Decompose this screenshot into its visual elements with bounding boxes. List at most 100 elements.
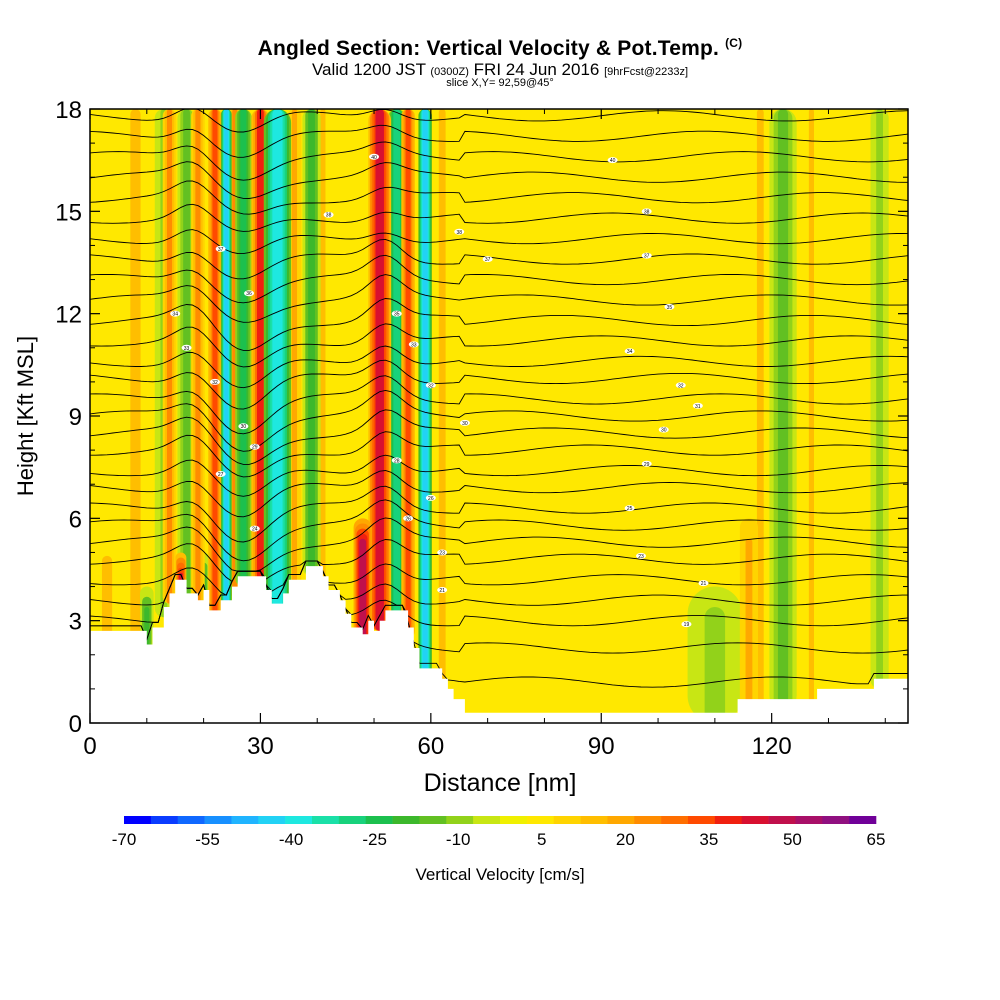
theta-contour: [90, 274, 908, 323]
contour-label: 29: [252, 445, 258, 451]
contour-label-bg: [403, 515, 414, 522]
colorbar: -70 -55 -40 -25 -10 5 20 35 50 65: [112, 816, 885, 849]
contour-label: 34: [627, 349, 633, 355]
colorbar-swatch: [768, 816, 796, 824]
colorbar-swatch: [338, 816, 367, 824]
contour-label: 23: [638, 554, 644, 560]
contour-label-bg: [641, 208, 652, 215]
theta-contour: [90, 229, 908, 255]
colorbar-swatch: [849, 816, 877, 824]
velocity-band: [359, 538, 367, 645]
contour-label-bg: [391, 310, 402, 317]
colorbar-swatch: [795, 816, 823, 824]
velocity-band: [101, 555, 113, 642]
velocity-band: [777, 109, 789, 710]
contour-label: 30: [661, 428, 667, 434]
chart-title: Angled Section: Vertical Velocity & Pot.…: [0, 36, 1000, 61]
theta-contour: [90, 298, 908, 351]
terrain: [90, 566, 908, 723]
colorbar-tick-label: 50: [783, 830, 802, 849]
velocity-band: [183, 109, 190, 604]
contour-label-bg: [607, 157, 618, 164]
y-tick-label: 15: [55, 199, 82, 226]
velocity-band: [224, 109, 229, 611]
x-tick-label: 30: [247, 733, 274, 760]
contour-label-bg: [681, 621, 692, 628]
colorbar-swatch: [741, 816, 769, 824]
contour-label-bg: [249, 525, 260, 532]
contour-label-bg: [624, 348, 635, 355]
velocity-band: [405, 109, 411, 638]
colorbar-swatch: [177, 816, 205, 824]
contour-label: 21: [439, 588, 445, 594]
velocity-band: [308, 109, 315, 577]
contour-label: 38: [326, 213, 332, 219]
contour-label: 33: [184, 346, 190, 352]
colorbar-tick-label: -70: [112, 830, 137, 849]
theta-contour: [90, 254, 908, 304]
contour-label: 37: [485, 257, 491, 263]
contour-label: 36: [246, 291, 252, 297]
theta-contour: [90, 180, 908, 215]
colorbar-tick-label: -55: [195, 830, 220, 849]
x-tick-label: 120: [752, 733, 792, 760]
theta-contour: [90, 499, 908, 562]
velocity-band: [393, 109, 401, 621]
colorbar-swatch: [553, 816, 581, 824]
pot-temp-contours: [90, 109, 908, 688]
velocity-band: [438, 109, 446, 689]
chart-title-suffix: (C): [725, 36, 743, 50]
contour-label-bg: [641, 460, 652, 467]
contour-label-bg: [391, 457, 402, 464]
contour-label-bg: [209, 378, 220, 385]
contour-label: 38: [456, 230, 462, 236]
contour-label-bg: [482, 256, 493, 263]
theta-contour: [90, 517, 908, 572]
y-tick-label: 0: [69, 711, 82, 738]
contour-label-bg: [437, 549, 448, 556]
contour-label-bg: [698, 580, 709, 587]
contour-label: 33: [411, 342, 417, 348]
contour-label-bg: [624, 505, 635, 512]
contour-label-bg: [675, 382, 686, 389]
contour-label: 24: [252, 527, 258, 533]
velocity-band: [272, 109, 283, 614]
theta-contour: [90, 375, 908, 435]
theta-contour: [90, 485, 908, 543]
valid-time: Valid 1200 JST (0300Z) FRI 24 Jun 2016 […: [0, 60, 1000, 80]
x-axis-label: Distance [nm]: [424, 769, 577, 797]
colorbar-swatch: [473, 816, 501, 824]
contour-label: 30: [241, 424, 247, 430]
contour-label-bg: [244, 290, 255, 297]
colorbar-swatch: [124, 816, 152, 824]
x-tick-label: 0: [83, 733, 96, 760]
velocity-band: [808, 109, 814, 710]
contour-label: 23: [439, 550, 445, 556]
colorbar-swatch: [285, 816, 313, 824]
contour-label: 29: [644, 462, 650, 468]
axes: 0 30 60 90 120 0 36 9 12 15 18: [55, 97, 908, 760]
x-tick-label: 90: [588, 733, 615, 760]
colorbar-tick-label: 20: [616, 830, 635, 849]
velocity-band: [704, 607, 726, 723]
velocity-band: [130, 109, 141, 642]
colorbar-swatch: [231, 816, 259, 824]
y-tick-label: 12: [55, 302, 82, 329]
contour-label-bg: [369, 153, 380, 160]
contour-label: 38: [644, 209, 650, 215]
contour-label: 35: [667, 305, 673, 311]
y-tick-label: 18: [55, 97, 82, 124]
velocity-band: [756, 109, 764, 710]
colorbar-swatch: [419, 816, 447, 824]
colorbar-swatch: [822, 816, 850, 824]
velocity-band: [422, 109, 428, 679]
y-tick-label: 9: [69, 404, 82, 431]
contour-label: 40: [371, 155, 377, 161]
forecast-info: [9hrFcst@2233z]: [604, 66, 689, 78]
slice-info: slice X,Y= 92,59@45°: [446, 77, 554, 89]
contour-label: 28: [394, 458, 400, 464]
colorbar-swatch: [446, 816, 474, 824]
x-tick-label: 60: [417, 733, 444, 760]
colorbar-swatch: [204, 816, 232, 824]
